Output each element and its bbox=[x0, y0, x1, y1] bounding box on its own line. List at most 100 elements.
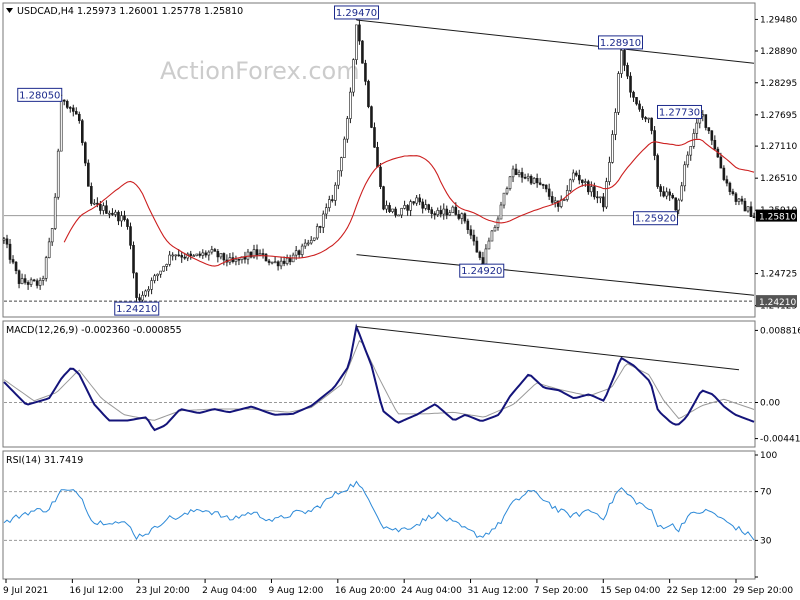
candlestick bbox=[385, 200, 388, 213]
candle-body bbox=[234, 258, 238, 262]
candle-body bbox=[376, 146, 379, 168]
price-label-text: 1.24920 bbox=[461, 266, 502, 277]
candle-body bbox=[571, 172, 575, 181]
price-y-tick-label: 1.29480 bbox=[760, 15, 797, 25]
candle-body bbox=[303, 242, 307, 247]
candlestick bbox=[47, 237, 51, 259]
candle-body bbox=[81, 120, 84, 143]
rsi-y-tick-label: 100 bbox=[760, 451, 777, 461]
candlestick bbox=[273, 256, 277, 264]
candle-body bbox=[379, 166, 382, 187]
candlestick bbox=[487, 237, 491, 250]
candle-body bbox=[505, 188, 509, 194]
candle-body bbox=[312, 237, 316, 241]
candlestick bbox=[620, 45, 623, 78]
price-label-text: 1.27730 bbox=[659, 107, 700, 118]
candlestick bbox=[165, 263, 168, 271]
candle-body bbox=[644, 117, 647, 120]
candlestick bbox=[23, 274, 27, 285]
candlestick bbox=[171, 252, 174, 261]
trend-line bbox=[356, 254, 755, 296]
candle-body bbox=[638, 103, 641, 110]
candlestick bbox=[409, 199, 412, 217]
candle-body bbox=[192, 255, 196, 257]
candlestick bbox=[159, 270, 162, 278]
macd-y-tick-label: 0.00 bbox=[760, 398, 780, 408]
candle-body bbox=[370, 106, 373, 128]
candlestick bbox=[400, 207, 403, 219]
candle-body bbox=[47, 241, 51, 258]
candlestick bbox=[406, 204, 409, 216]
candlestick bbox=[252, 244, 256, 259]
candlestick bbox=[105, 200, 108, 214]
candle-body bbox=[382, 186, 385, 210]
candlestick bbox=[111, 208, 114, 216]
candle-body bbox=[535, 178, 539, 184]
candle-body bbox=[701, 114, 705, 117]
candlestick bbox=[451, 205, 455, 214]
candle-body bbox=[671, 194, 674, 199]
candle-body bbox=[587, 181, 590, 193]
dropdown-triangle-icon[interactable] bbox=[6, 8, 13, 13]
candle-body bbox=[713, 140, 717, 150]
candlestick bbox=[315, 223, 319, 240]
candlestick bbox=[629, 72, 632, 98]
price-label-text: 1.24210 bbox=[116, 304, 157, 315]
candle-body bbox=[749, 206, 753, 218]
price-y-tick-label: 1.27110 bbox=[760, 142, 797, 152]
candlestick bbox=[174, 254, 177, 261]
candlestick bbox=[710, 130, 714, 146]
candlestick bbox=[644, 116, 647, 123]
candle-body bbox=[400, 208, 403, 216]
candlestick bbox=[469, 225, 473, 240]
candlestick bbox=[559, 195, 563, 209]
candlestick bbox=[337, 170, 340, 190]
candlestick bbox=[120, 211, 123, 227]
candle-body bbox=[41, 278, 45, 281]
candlestick bbox=[355, 24, 358, 65]
candlestick bbox=[638, 100, 641, 112]
candlestick bbox=[270, 261, 274, 265]
candlestick bbox=[517, 169, 521, 178]
candlestick bbox=[370, 105, 373, 129]
candle-body bbox=[50, 228, 54, 243]
candlestick bbox=[490, 230, 494, 242]
candle-body bbox=[722, 167, 726, 180]
candlestick bbox=[433, 211, 437, 220]
price-title-group: USDCAD,H4 1.25973 1.26001 1.25778 1.2581… bbox=[6, 6, 243, 17]
candlestick bbox=[216, 249, 220, 263]
x-tick-label: 9 Aug 12:00 bbox=[268, 586, 323, 596]
candlestick bbox=[457, 210, 461, 221]
candlestick bbox=[728, 181, 732, 196]
candlestick bbox=[544, 184, 548, 193]
candlestick bbox=[391, 208, 394, 214]
candlestick bbox=[478, 250, 482, 261]
candle-body bbox=[373, 127, 376, 148]
candle-body bbox=[466, 220, 470, 230]
candlestick bbox=[743, 198, 747, 212]
candle-body bbox=[478, 251, 482, 258]
candlestick bbox=[535, 173, 539, 188]
candlestick bbox=[14, 261, 18, 275]
candle-body bbox=[318, 226, 322, 228]
candlestick bbox=[78, 111, 81, 124]
macd-line bbox=[3, 323, 755, 432]
candlestick bbox=[324, 203, 328, 219]
candle-body bbox=[29, 279, 33, 285]
candle-body bbox=[147, 289, 150, 292]
candlestick bbox=[653, 126, 656, 161]
watermark: ActionForex.com bbox=[160, 57, 360, 85]
candlestick bbox=[659, 184, 662, 197]
candle-body bbox=[17, 270, 21, 284]
candle-body bbox=[463, 213, 467, 222]
price-label-text: 1.29470 bbox=[336, 8, 377, 19]
candlestick bbox=[282, 256, 286, 267]
candle-body bbox=[156, 273, 159, 277]
candlestick bbox=[421, 198, 424, 214]
candle-body bbox=[403, 205, 406, 209]
candlestick bbox=[361, 40, 364, 64]
price-label: 1.24210 bbox=[114, 301, 160, 316]
candle-body bbox=[237, 258, 241, 261]
candlestick bbox=[602, 192, 605, 212]
moving-average-line bbox=[63, 138, 755, 267]
